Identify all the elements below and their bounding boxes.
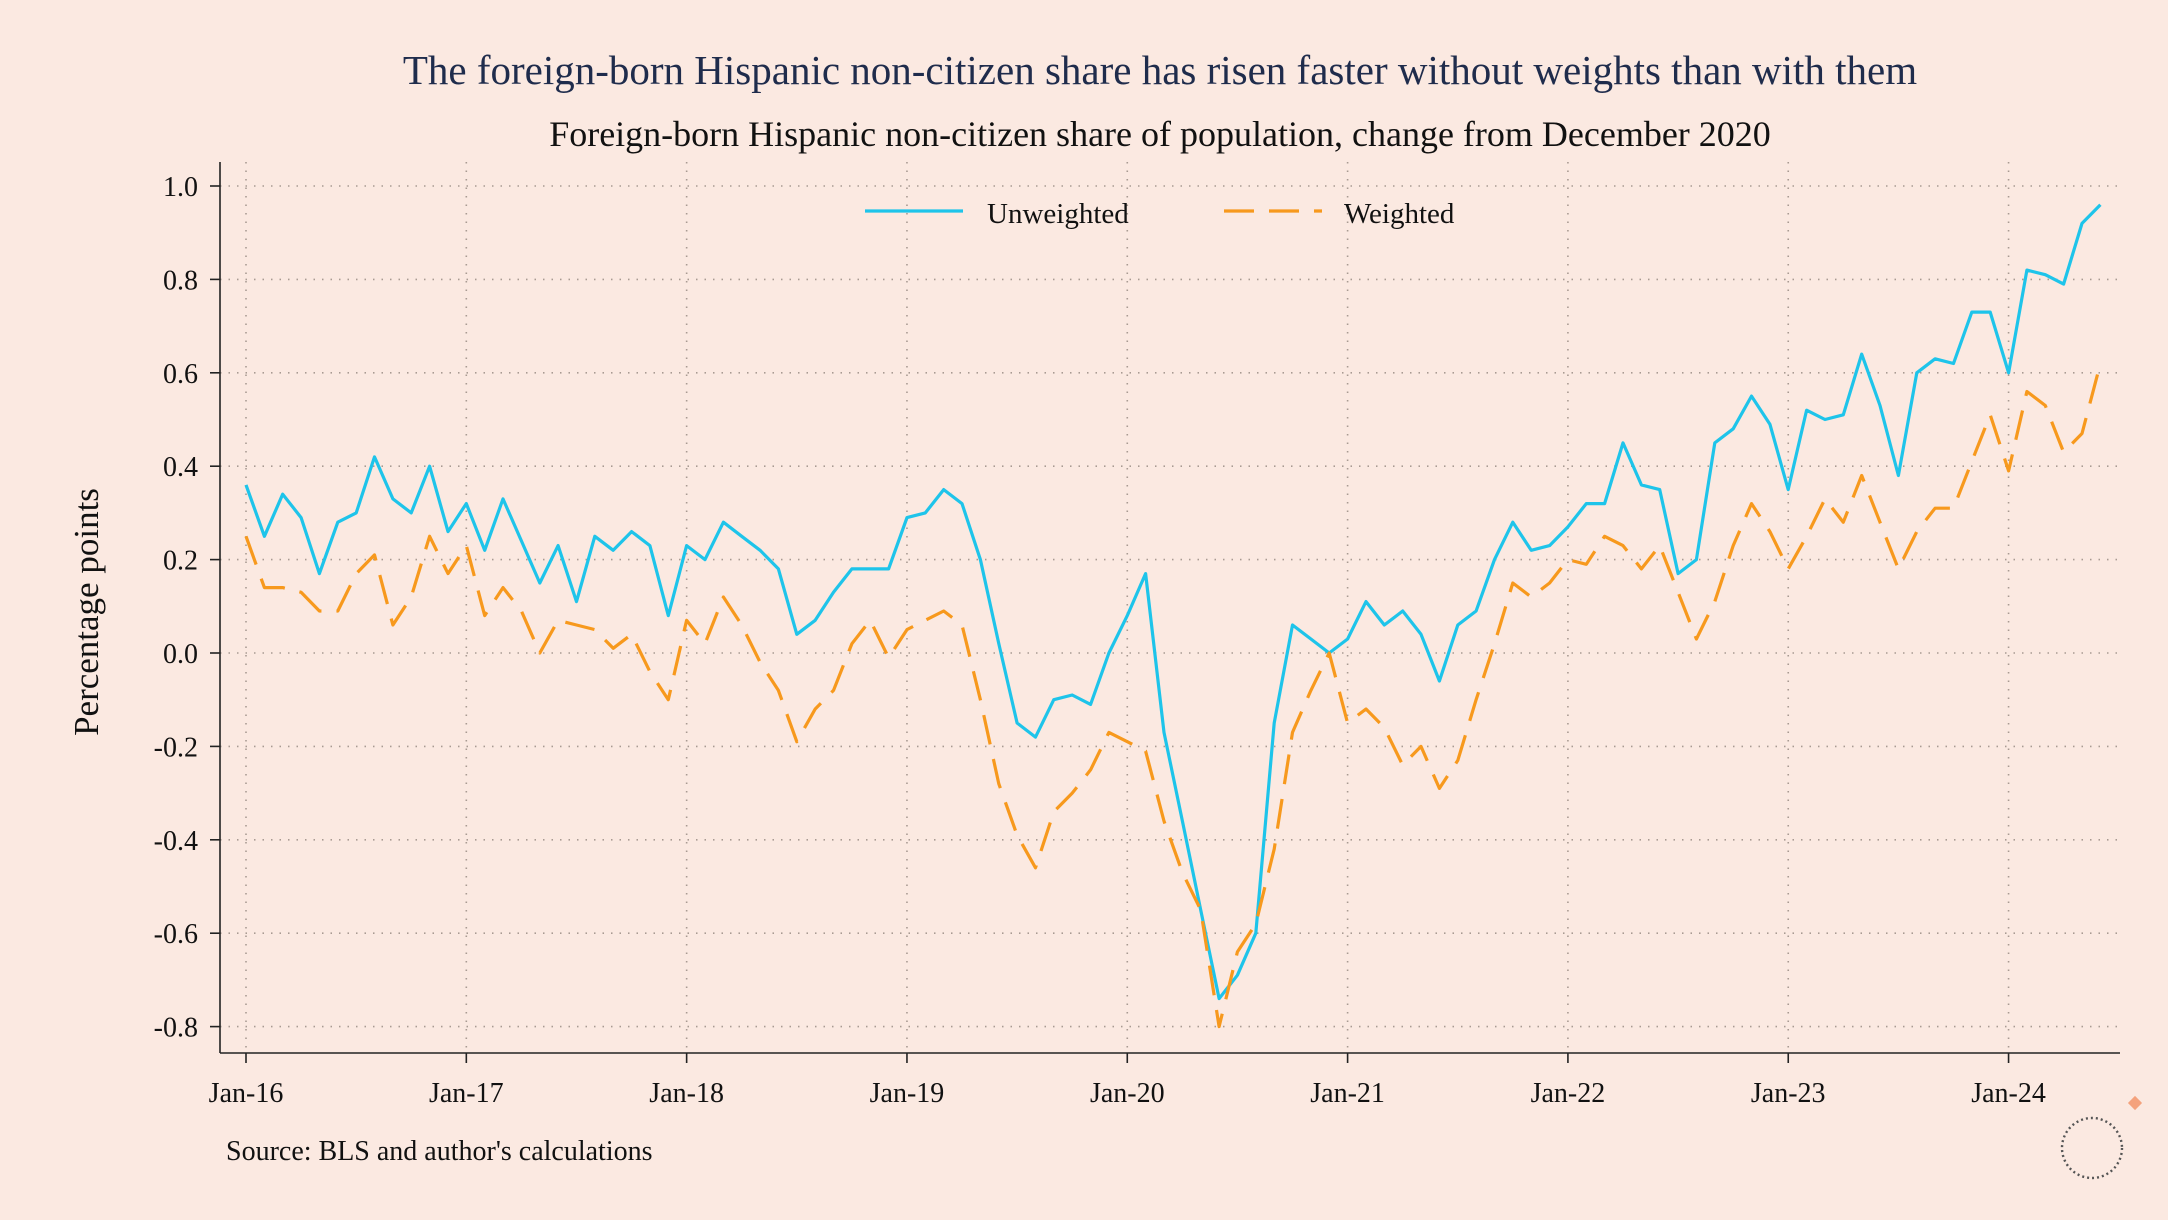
source-note: Source: BLS and author's calculations xyxy=(226,1136,653,1167)
axes xyxy=(219,162,2120,1054)
legend-label-weighted: Weighted xyxy=(1344,198,1455,230)
x-tick-label: Jan-20 xyxy=(1090,1078,1165,1109)
legend: Unweighted Weighted xyxy=(865,198,1455,230)
legend-label-unweighted: Unweighted xyxy=(987,198,1129,230)
x-tick-label: Jan-22 xyxy=(1531,1078,1606,1109)
y-tick-label: -0.8 xyxy=(154,1013,198,1044)
y-tick-label: 0.8 xyxy=(163,265,198,296)
y-tick-label: -0.6 xyxy=(154,919,198,950)
x-axis-ticks: Jan-16 Jan-17 Jan-18 Jan-19 Jan-20 Jan-21 Jan-… xyxy=(209,1053,2046,1109)
x-tick-label: Jan-24 xyxy=(1971,1078,2046,1109)
series-line-unweighted xyxy=(244,203,2102,1001)
x-tick-label: Jan-19 xyxy=(870,1078,945,1109)
chart-title: The foreign-born Hispanic non-citizen sh… xyxy=(403,47,1917,93)
y-tick-label: 0.4 xyxy=(163,452,198,483)
chart-subtitle: Foreign-born Hispanic non-citizen share … xyxy=(549,114,1771,154)
gridlines xyxy=(220,162,2120,1053)
y-tick-label: 0.0 xyxy=(163,639,198,670)
x-tick-label: Jan-16 xyxy=(209,1078,284,1109)
x-tick-label: Jan-17 xyxy=(429,1078,504,1109)
series-line-weighted xyxy=(244,363,2102,1029)
y-tick-label: -0.4 xyxy=(154,826,198,857)
x-tick-label: Jan-18 xyxy=(649,1078,724,1109)
x-tick-label: Jan-23 xyxy=(1751,1078,1826,1109)
brand-logo-ring xyxy=(2060,1116,2124,1180)
y-tick-label: 0.2 xyxy=(163,546,198,577)
x-tick-label: Jan-21 xyxy=(1310,1078,1385,1109)
series-lines xyxy=(244,203,2102,1029)
y-tick-label: 0.6 xyxy=(163,359,198,390)
y-axis-ticks: 1.0 0.8 0.6 0.4 0.2 0.0 -0.2 -0.4 -0.6 -0.8 xyxy=(154,172,220,1044)
y-tick-label: 1.0 xyxy=(163,172,198,203)
brand-logo xyxy=(2060,1095,2143,1180)
y-tick-label: -0.2 xyxy=(154,732,198,763)
brand-logo-diamond xyxy=(2127,1095,2143,1111)
y-axis-title: Percentage points xyxy=(67,488,106,736)
